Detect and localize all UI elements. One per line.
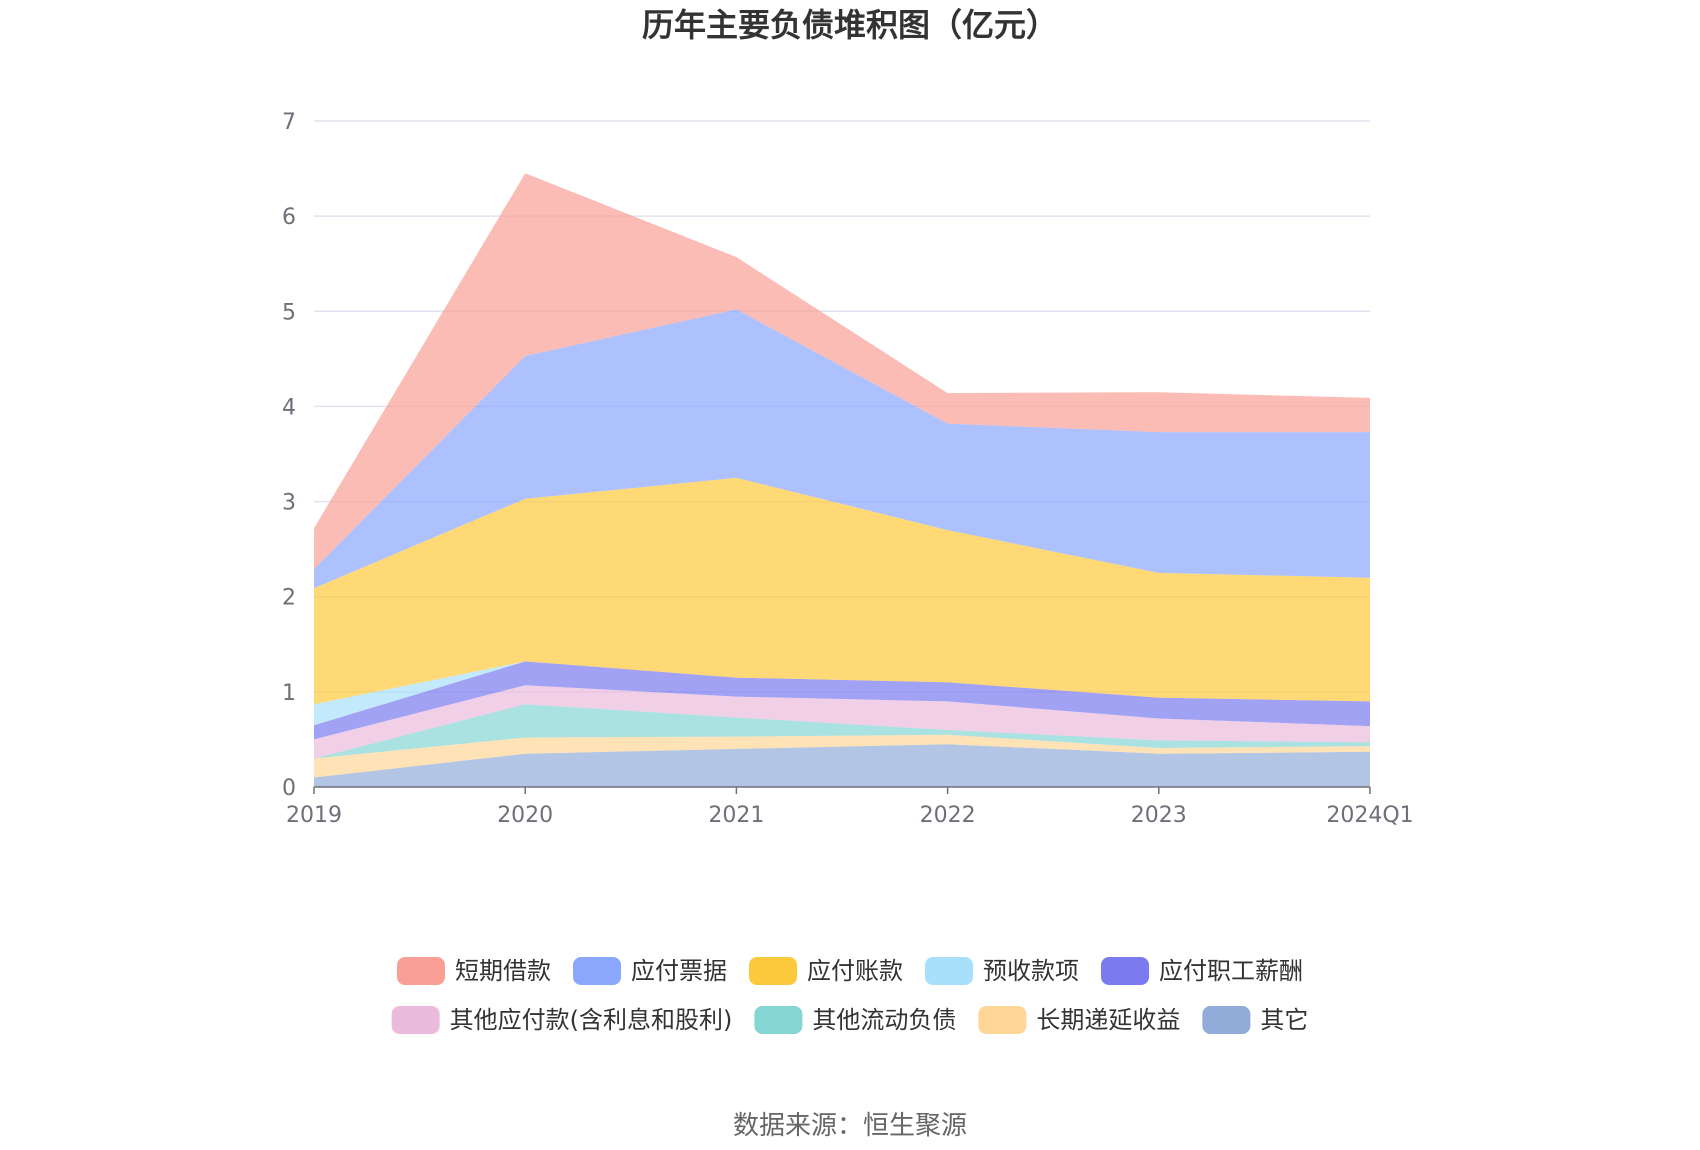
area-series-8 xyxy=(314,173,1370,570)
source-note: 数据来源：恒生聚源 xyxy=(733,1111,967,1141)
legend-label: 短期借款 xyxy=(455,957,551,985)
legend-swatch xyxy=(1202,1006,1251,1034)
y-tick-label: 7 xyxy=(282,110,296,135)
legend-item[interactable]: 其他应付款(含利息和股利) xyxy=(391,1006,733,1034)
y-tick-label: 3 xyxy=(282,491,296,516)
y-tick-label: 0 xyxy=(282,776,296,801)
x-tick-label: 2023 xyxy=(1131,803,1187,828)
chart-title: 历年主要负债堆积图（亿元） xyxy=(642,6,1058,44)
legend-label: 应付职工薪酬 xyxy=(1159,957,1303,985)
legend-item[interactable]: 短期借款 xyxy=(397,957,551,985)
legend-swatch xyxy=(925,957,973,985)
legend-item[interactable]: 其它 xyxy=(1202,1006,1308,1034)
legend-item[interactable]: 预收款项 xyxy=(925,957,1079,985)
y-tick-label: 4 xyxy=(282,395,296,420)
area-series-3 xyxy=(314,685,1370,759)
x-tick-label: 2022 xyxy=(920,803,976,828)
legend-item[interactable]: 其他流动负债 xyxy=(754,1006,956,1034)
x-tick-label: 2024Q1 xyxy=(1326,803,1413,828)
area-series-2 xyxy=(314,704,1370,759)
y-tick-label: 5 xyxy=(282,300,296,325)
area-series-0 xyxy=(314,744,1370,787)
legend-label: 其他应付款(含利息和股利) xyxy=(450,1006,733,1034)
area-series-1 xyxy=(314,734,1370,778)
legend-label: 预收款项 xyxy=(983,957,1079,985)
legend-swatch xyxy=(573,957,621,985)
legend-swatch xyxy=(749,957,797,985)
legend-item[interactable]: 长期递延收益 xyxy=(978,1006,1180,1034)
x-tick-label: 2019 xyxy=(286,803,342,828)
legend-label: 其他流动负债 xyxy=(812,1006,956,1034)
area-series-7 xyxy=(314,309,1370,589)
area-series-6 xyxy=(314,477,1370,705)
legend-item[interactable]: 应付票据 xyxy=(573,957,727,985)
legend-label: 应付账款 xyxy=(807,957,903,985)
area-series xyxy=(314,173,1370,787)
area-series-4 xyxy=(314,661,1370,740)
y-tick-label: 1 xyxy=(282,681,296,706)
y-tick-label: 2 xyxy=(282,586,296,611)
legend-item[interactable]: 应付账款 xyxy=(749,957,903,985)
y-tick-label: 6 xyxy=(282,205,296,230)
axes: 0 1 2 3 4 5 6 7 2019 2020 2021 2022 2023 2024Q1 xyxy=(282,110,1414,828)
legend-swatch xyxy=(754,1006,803,1034)
legend-label: 应付票据 xyxy=(631,957,727,985)
x-tick-label: 2021 xyxy=(708,803,764,828)
legend-swatch xyxy=(978,1006,1027,1034)
legend-label: 长期递延收益 xyxy=(1036,1006,1180,1034)
legend-item[interactable]: 应付职工薪酬 xyxy=(1101,957,1303,985)
legend-swatch xyxy=(397,957,445,985)
legend-swatch xyxy=(1101,957,1149,985)
legend-swatch xyxy=(391,1006,440,1034)
legend-label: 其它 xyxy=(1260,1006,1308,1034)
x-tick-label: 2020 xyxy=(497,803,553,828)
